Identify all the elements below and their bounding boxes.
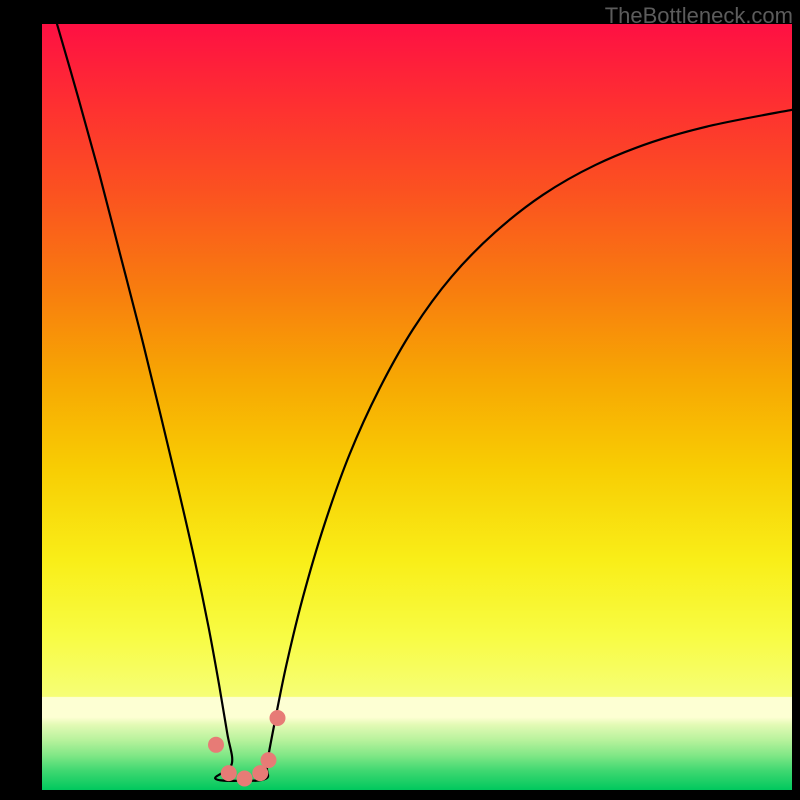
curve-marker bbox=[237, 771, 253, 787]
stage: TheBottleneck.com bbox=[0, 0, 800, 800]
curve-marker bbox=[221, 765, 237, 781]
plot-svg bbox=[0, 0, 800, 800]
watermark-text: TheBottleneck.com bbox=[605, 3, 793, 29]
curve-marker bbox=[270, 710, 286, 726]
curve-marker bbox=[208, 737, 224, 753]
curve-marker bbox=[261, 752, 277, 768]
bottleneck-curve bbox=[57, 24, 792, 781]
